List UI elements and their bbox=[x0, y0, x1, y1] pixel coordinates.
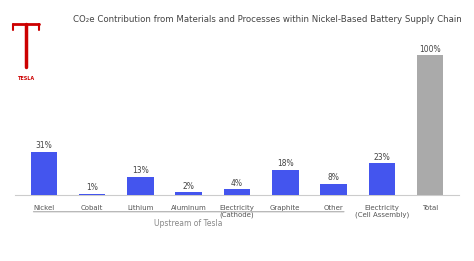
Bar bbox=[272, 170, 299, 195]
Text: CO₂e Contribution from Materials and Processes within Nickel-Based Battery Suppl: CO₂e Contribution from Materials and Pro… bbox=[73, 15, 462, 24]
Bar bbox=[127, 177, 154, 195]
Text: 4%: 4% bbox=[231, 179, 243, 188]
Text: 31%: 31% bbox=[36, 141, 52, 150]
Text: 1%: 1% bbox=[86, 183, 98, 192]
Text: 2%: 2% bbox=[183, 182, 195, 191]
Bar bbox=[31, 152, 57, 195]
Text: Upstream of Tesla: Upstream of Tesla bbox=[155, 219, 223, 228]
Bar bbox=[417, 55, 443, 195]
Bar bbox=[320, 184, 347, 195]
Bar bbox=[368, 163, 395, 195]
Bar bbox=[79, 194, 106, 195]
Text: 13%: 13% bbox=[132, 167, 149, 175]
Bar bbox=[224, 189, 250, 195]
Text: 18%: 18% bbox=[277, 159, 293, 169]
Text: 23%: 23% bbox=[374, 152, 390, 162]
Text: 100%: 100% bbox=[419, 45, 441, 54]
Bar bbox=[175, 192, 202, 195]
Text: 8%: 8% bbox=[328, 174, 339, 182]
Text: TESLA: TESLA bbox=[18, 76, 35, 81]
